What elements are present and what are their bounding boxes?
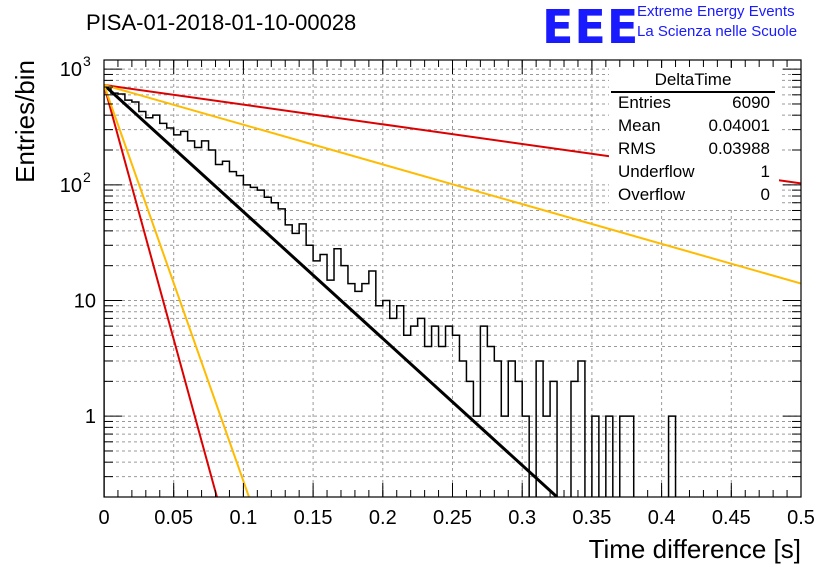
- x-tick-label: 0.5: [787, 507, 815, 529]
- stats-key: RMS: [618, 139, 656, 158]
- stats-key: Underflow: [618, 162, 695, 181]
- y-tick-exponent: 2: [83, 169, 91, 185]
- stats-value: 0.04001: [708, 116, 770, 135]
- stats-divider: [611, 91, 775, 93]
- y-tick-label: 10: [60, 59, 82, 81]
- x-tick-label: 0.1: [229, 507, 257, 529]
- stats-key: Overflow: [618, 185, 686, 204]
- stats-value: 1: [760, 162, 770, 181]
- stats-title: DeltaTime: [654, 70, 732, 89]
- fit-line-0: [104, 83, 559, 497]
- x-tick-label: 0: [98, 507, 109, 529]
- y-tick-exponent: 3: [83, 53, 91, 69]
- stats-value: 6090: [732, 93, 770, 112]
- fit-line-2: [104, 84, 801, 285]
- y-axis-title: Entries/bin: [10, 60, 40, 183]
- stats-box: DeltaTime Entries 6090 Mean 0.04001 RMS …: [611, 70, 775, 208]
- stats-row-underflow: Underflow 1: [618, 162, 770, 184]
- histogram: [104, 84, 677, 497]
- stats-row-mean: Mean 0.04001: [618, 116, 770, 138]
- x-tick-label: 0.45: [712, 507, 751, 529]
- logo-line-2: La Scienza nelle Scuole: [637, 23, 798, 40]
- run-title: PISA-01-2018-01-10-00028: [86, 10, 357, 35]
- y-tick-label: 1: [85, 406, 96, 428]
- stats-row-entries: Entries 6090: [618, 93, 770, 115]
- eee-logo: EEE: [542, 0, 640, 54]
- x-tick-label: 0.2: [369, 507, 397, 529]
- y-tick-label: 10: [74, 290, 96, 312]
- x-tick-label: 0.05: [154, 507, 193, 529]
- x-tick-label: 0.35: [572, 507, 611, 529]
- fit-line-4: [104, 84, 250, 497]
- stats-key: Entries: [618, 93, 671, 112]
- x-tick-label: 0.3: [508, 507, 536, 529]
- logo-line-1: Extreme Energy Events: [637, 3, 795, 20]
- stats-value: 0: [760, 185, 770, 204]
- x-axis-title: Time difference [s]: [589, 534, 801, 564]
- x-tick-label: 0.4: [648, 507, 676, 529]
- fit-line-3: [104, 84, 218, 497]
- x-tick-label: 0.25: [433, 507, 472, 529]
- x-tick-label: 0.15: [294, 507, 333, 529]
- y-tick-label: 10: [60, 175, 82, 197]
- stats-row-overflow: Overflow 0: [618, 185, 770, 207]
- stats-row-rms: RMS 0.03988: [618, 139, 770, 161]
- stats-key: Mean: [618, 116, 661, 135]
- stats-value: 0.03988: [708, 139, 770, 158]
